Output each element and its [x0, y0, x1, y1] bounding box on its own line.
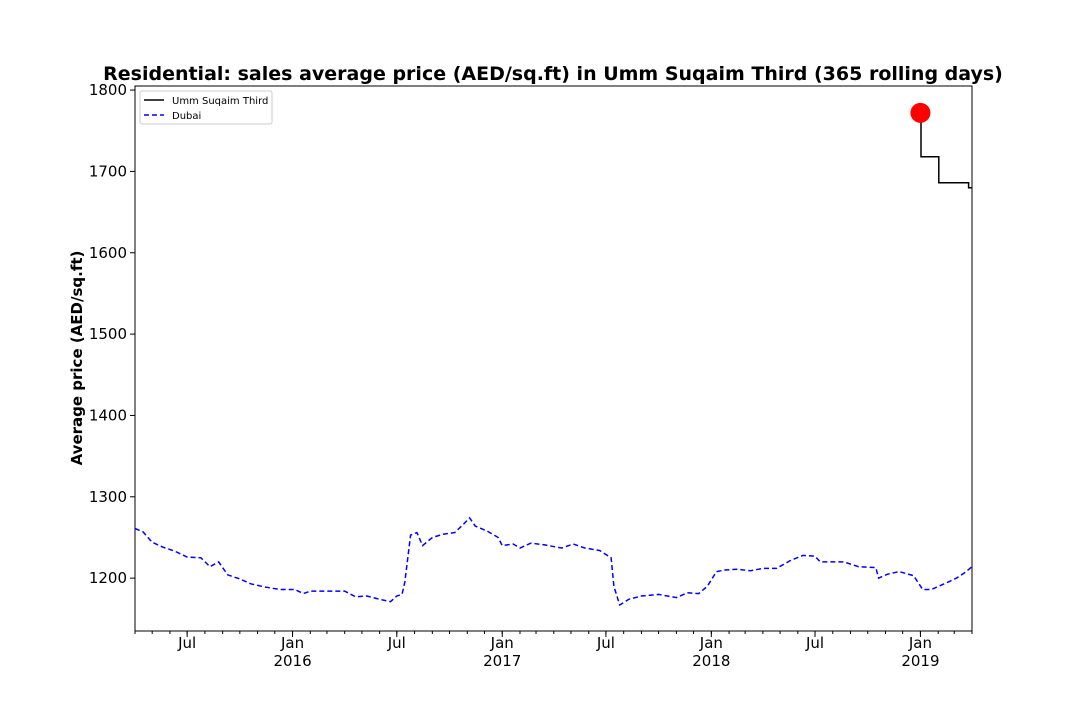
- plot-frame: [134, 85, 973, 632]
- y-tick-label: 1200: [89, 569, 127, 587]
- x-tick-label: Jul: [177, 634, 196, 652]
- x-tick-year-label: 2018: [692, 652, 730, 670]
- x-tick-label: Jan: [908, 634, 932, 652]
- marker-layer: [910, 102, 931, 123]
- y-tick-label: 1400: [89, 406, 127, 424]
- legend-box: [139, 90, 273, 125]
- legend-label-umm-suqaim-third: Umm Suqaim Third: [172, 96, 268, 107]
- x-tick-label: Jul: [805, 634, 824, 652]
- y-tick-label: 1300: [89, 488, 127, 506]
- x-tick-label: Jul: [387, 634, 406, 652]
- x-tick-label: Jan: [280, 634, 304, 652]
- y-axis: 1200 1300 1400 1500 1600 1700 1800: [89, 81, 135, 587]
- marker-point: [910, 102, 931, 123]
- x-tick-year-label: 2017: [483, 652, 521, 670]
- x-tick-label: Jul: [596, 634, 615, 652]
- series-layer: [134, 112, 973, 607]
- chart-title: Residential: sales average price (AED/sq…: [103, 63, 1003, 85]
- series-line-umm-suqaim-third: [920, 112, 972, 189]
- legend: Umm Suqaim Third Dubai: [139, 90, 273, 125]
- x-tick-label: Jan: [699, 634, 723, 652]
- x-tick-label: Jan: [490, 634, 514, 652]
- legend-label-dubai: Dubai: [172, 111, 201, 122]
- series-line-dubai: [134, 516, 973, 607]
- x-tick-year-label: 2016: [273, 652, 311, 670]
- y-tick-label: 1700: [89, 162, 127, 180]
- y-tick-label: 1800: [89, 81, 127, 99]
- x-tick-year-label: 2019: [901, 652, 939, 670]
- y-tick-label: 1600: [89, 244, 127, 262]
- y-axis-label: Average price (AED/sq.ft): [68, 251, 86, 466]
- y-tick-label: 1500: [89, 325, 127, 343]
